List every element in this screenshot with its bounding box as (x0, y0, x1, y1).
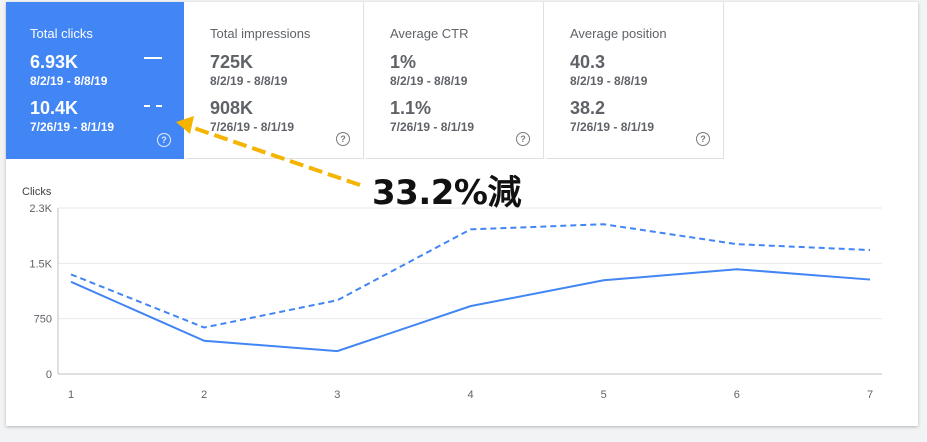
y-tick-label: 0 (46, 369, 52, 381)
axis-ticks: 0 750 1.5K 2.3K 1 2 3 4 5 6 7 (29, 203, 873, 401)
series-line-previous (70, 223, 871, 329)
tile-previous-range: 7/26/19 - 8/1/19 (210, 120, 295, 134)
help-icon[interactable]: ? (336, 132, 350, 146)
x-tick-label: 7 (867, 389, 873, 401)
tile-total-impressions[interactable]: Total impressions 725K 8/2/19 - 8/8/19 9… (186, 2, 364, 159)
tile-current-range: 8/2/19 - 8/8/19 (390, 74, 468, 88)
legend-solid-line (144, 57, 162, 59)
tile-average-ctr[interactable]: Average CTR 1% 8/2/19 - 8/8/19 1.1% 7/26… (366, 2, 544, 159)
y-tick-label: 750 (34, 314, 52, 326)
series-line-current (70, 268, 871, 353)
annotation-arrow (176, 116, 361, 187)
tile-label: Average CTR (390, 26, 469, 41)
tile-total-clicks[interactable]: Total clicks 6.93K 8/2/19 - 8/8/19 10.4K… (6, 2, 184, 159)
tile-previous-range: 7/26/19 - 8/1/19 (390, 120, 475, 134)
arrow-head (176, 116, 194, 134)
tile-current-range: 8/2/19 - 8/8/19 (210, 74, 288, 88)
help-icon[interactable]: ? (157, 133, 171, 147)
series-lines (70, 223, 871, 353)
x-tick-label: 6 (734, 389, 740, 401)
x-tick-label: 3 (334, 389, 340, 401)
tile-label: Average position (570, 26, 667, 41)
tile-current-value: 725K (210, 52, 254, 72)
tile-previous-value: 38.2 (570, 98, 606, 118)
help-icon[interactable]: ? (696, 132, 710, 146)
y-axis-label: Clicks (22, 186, 52, 198)
y-tick-label: 2.3K (29, 203, 52, 215)
tile-current-range: 8/2/19 - 8/8/19 (30, 74, 108, 88)
tile-previous-range: 7/26/19 - 8/1/19 (30, 120, 115, 134)
tile-previous-range: 7/26/19 - 8/1/19 (570, 120, 655, 134)
tile-current-value: 1% (390, 52, 417, 72)
tile-current-value: 6.93K (30, 52, 79, 72)
help-icon[interactable]: ? (516, 132, 530, 146)
legend-dashed-line (144, 105, 162, 107)
annotation-text: 33.2%減 (372, 173, 521, 213)
tile-label: Total impressions (210, 26, 311, 41)
arrow-shaft (187, 124, 361, 187)
tile-previous-value: 908K (210, 98, 254, 118)
tile-previous-value: 1.1% (390, 98, 432, 118)
tile-average-position[interactable]: Average position 40.3 8/2/19 - 8/8/19 38… (546, 2, 724, 159)
performance-card: Total clicks 6.93K 8/2/19 - 8/8/19 10.4K… (6, 2, 918, 426)
tile-label: Total clicks (30, 26, 93, 41)
y-tick-label: 1.5K (29, 258, 52, 270)
tile-current-value: 40.3 (570, 52, 606, 72)
x-tick-label: 1 (68, 389, 74, 401)
tile-previous-value: 10.4K (30, 98, 79, 118)
x-tick-label: 4 (467, 389, 473, 401)
grid-lines (57, 207, 882, 375)
tile-current-range: 8/2/19 - 8/8/19 (570, 74, 648, 88)
x-tick-label: 2 (201, 389, 207, 401)
x-tick-label: 5 (601, 389, 607, 401)
